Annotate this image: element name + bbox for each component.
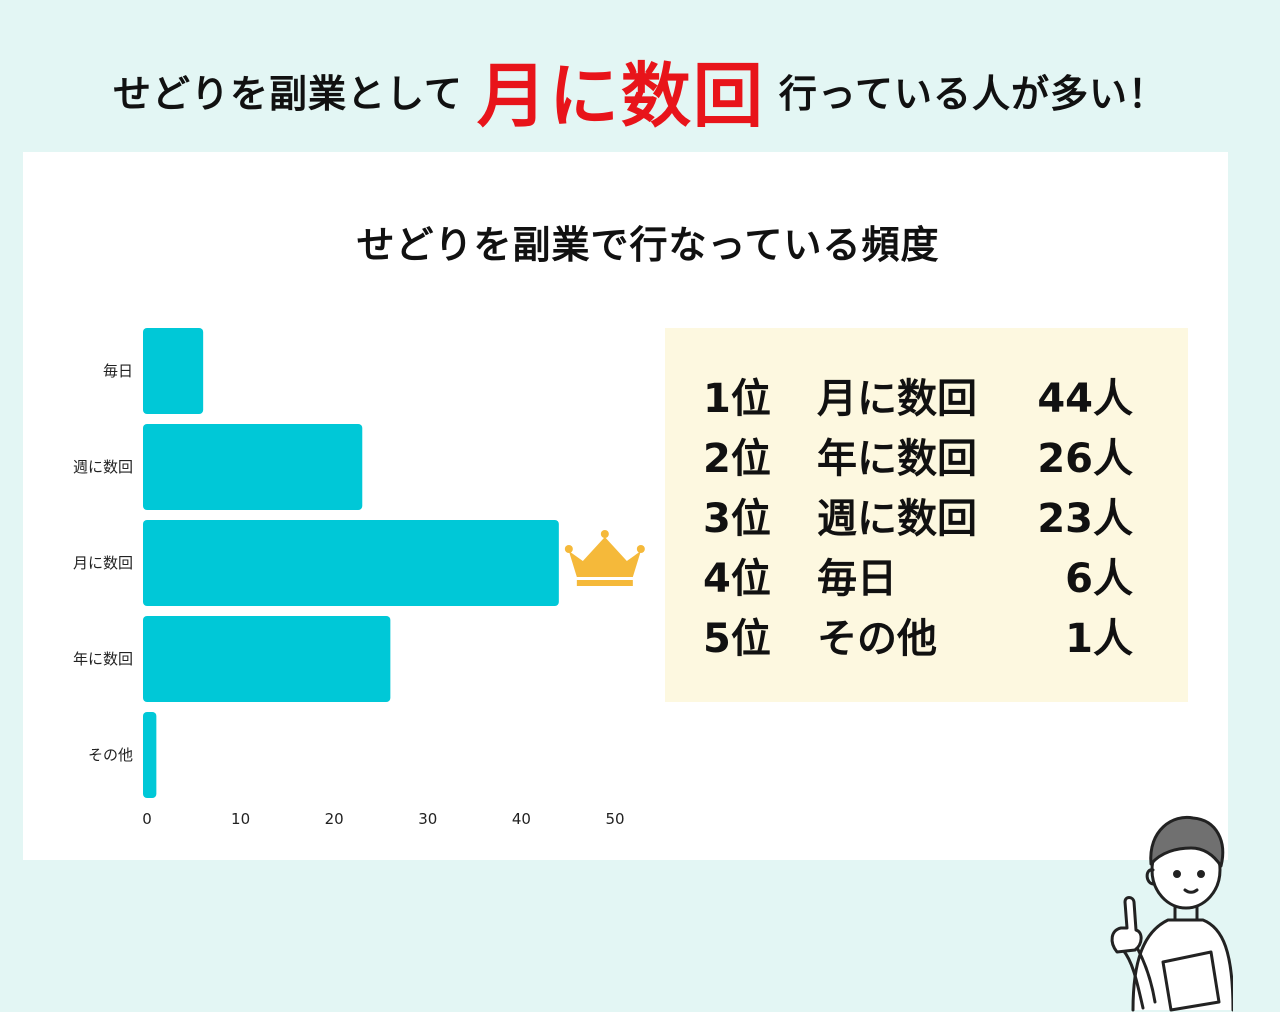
chart-card: せどりを副業で行なっている頻度 毎日 週に数回 月に数回 年に数回 その他 0 10 20 30… [23, 152, 1233, 1012]
x-tick-label: 30 [418, 810, 437, 828]
x-tick-label: 0 [142, 810, 152, 828]
ranking-count: 6人 [1065, 556, 1133, 602]
ranking-position: 1位 [703, 376, 771, 422]
ranking-position: 4位 [703, 556, 771, 602]
ranking-row: 2位 年に数回 26人 [665, 426, 1188, 486]
headline-highlight: 月に数回 [476, 54, 765, 137]
x-tick-label: 20 [325, 810, 344, 828]
category-label: その他 [88, 746, 133, 764]
ranking-count: 1人 [1065, 616, 1133, 662]
category-label: 年に数回 [73, 650, 133, 668]
x-tick-label: 40 [512, 810, 531, 828]
ranking-count: 44人 [1037, 376, 1133, 422]
ranking-row: 4位 毎日 6人 [665, 546, 1188, 606]
category-label: 月に数回 [73, 554, 133, 572]
ranking-position: 2位 [703, 436, 771, 482]
category-label: 毎日 [103, 362, 133, 380]
x-tick-label: 10 [231, 810, 250, 828]
ranking-row: 5位 その他 1人 [665, 606, 1188, 666]
bar [143, 616, 391, 702]
ranking-label: 年に数回 [817, 436, 977, 482]
headline-part1: せどりを副業として [113, 71, 463, 116]
ranking-label: 週に数回 [817, 496, 977, 542]
ranking-count: 23人 [1037, 496, 1133, 542]
crown-icon [564, 530, 645, 586]
bar [143, 520, 559, 606]
bar [143, 328, 204, 414]
bar [143, 424, 363, 510]
person-pointing-icon [1110, 815, 1233, 1012]
ranking-count: 26人 [1037, 436, 1133, 482]
ranking-row: 3位 週に数回 23人 [665, 486, 1188, 546]
category-label: 週に数回 [73, 458, 133, 476]
ranking-label: 月に数回 [817, 376, 977, 422]
ranking-label: その他 [817, 616, 937, 662]
ranking-position: 3位 [703, 496, 771, 542]
x-tick-label: 50 [605, 810, 624, 828]
chart-title: せどりを副業で行なっている頻度 [356, 223, 940, 267]
ranking-position: 5位 [703, 616, 771, 662]
ranking-row: 1位 月に数回 44人 [665, 366, 1188, 426]
headline: せどりを副業として 月に数回 行っている人が多い！ [0, 40, 1280, 140]
bar [143, 712, 157, 798]
ranking-box: 1位 月に数回 44人 2位 年に数回 26人 3位 週に数回 23人 4位 毎… [665, 328, 1188, 702]
ranking-label: 毎日 [817, 556, 897, 602]
headline-part2: 行っている人が多い！ [778, 71, 1167, 116]
